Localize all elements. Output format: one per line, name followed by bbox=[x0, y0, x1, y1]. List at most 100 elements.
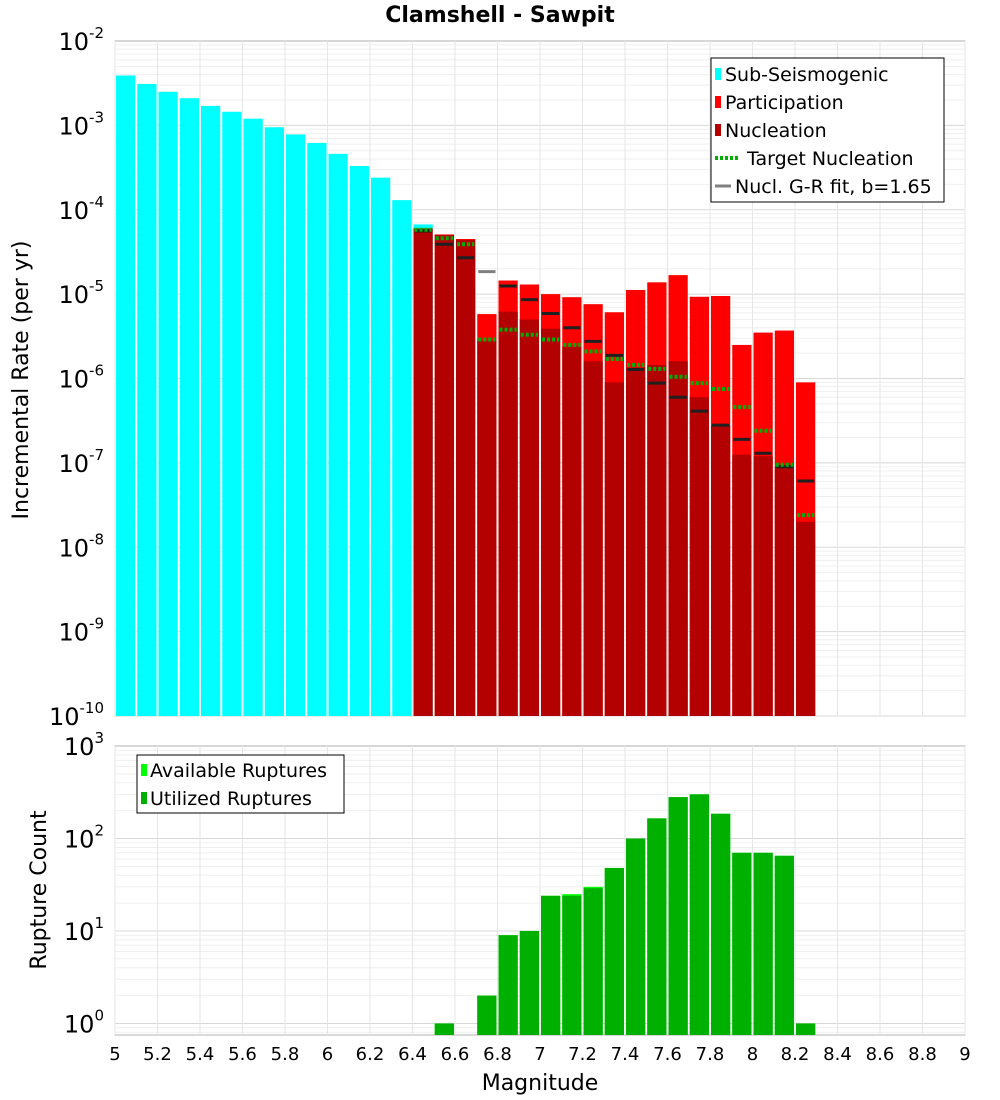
x-tick-label: 7 bbox=[534, 1044, 545, 1065]
utilized-ruptures-bar bbox=[689, 794, 709, 1035]
x-tick-label: 5.8 bbox=[271, 1044, 300, 1065]
x-tick-label: 7.4 bbox=[611, 1044, 640, 1065]
sub-seismogenic-bar bbox=[392, 200, 412, 716]
nucleation-bar bbox=[711, 425, 731, 716]
rate-legend: Sub-Seismogenic Participation Nucleation Ta… bbox=[710, 57, 945, 203]
utilized-ruptures-bar bbox=[562, 895, 582, 1035]
sub-seismogenic-bar bbox=[116, 75, 136, 717]
utilized-ruptures-bar bbox=[477, 995, 497, 1035]
x-tick-label: 8.6 bbox=[866, 1044, 895, 1065]
x-tick-label: 8.2 bbox=[781, 1044, 810, 1065]
rate-bars bbox=[116, 75, 816, 717]
sub-seismogenic-bar bbox=[307, 142, 327, 716]
rate-y-tick-label: 10-2 bbox=[58, 24, 104, 56]
count-y-tick-label: 100 bbox=[64, 1006, 104, 1038]
x-tick-label: 5.4 bbox=[186, 1044, 215, 1065]
legend-label: Nucleation bbox=[725, 120, 827, 142]
utilized-ruptures-bar bbox=[604, 867, 624, 1035]
nucleation-bar bbox=[477, 340, 497, 716]
nucleation-bar bbox=[796, 521, 816, 716]
utilized-ruptures-bar bbox=[647, 818, 667, 1035]
count-bars bbox=[434, 794, 816, 1035]
sub-seismogenic-bar bbox=[179, 98, 199, 716]
x-tick-label: 5.6 bbox=[228, 1044, 257, 1065]
x-tick-label: 5 bbox=[109, 1044, 120, 1065]
count-y-label: Rupture Count bbox=[27, 810, 52, 970]
x-axis-ticks: 5 5.2 5.4 5.6 5.8 6 6.2 6.4 6.6 6.8 7 7.2 7.4 7.6 7.8 8… bbox=[109, 1044, 970, 1065]
legend-swatch bbox=[715, 68, 721, 80]
utilized-ruptures-bar bbox=[498, 935, 518, 1035]
nucleation-bar bbox=[541, 328, 561, 716]
nucleation-bar bbox=[774, 466, 794, 716]
legend-swatch bbox=[715, 96, 721, 108]
utilized-ruptures-bar bbox=[626, 838, 646, 1035]
x-tick-label: 6.8 bbox=[483, 1044, 512, 1065]
sub-seismogenic-bar bbox=[158, 91, 178, 716]
rate-y-tick-label: 10-5 bbox=[58, 277, 104, 309]
sub-seismogenic-bar bbox=[328, 153, 348, 716]
nucleation-bar bbox=[498, 311, 518, 716]
count-legend-box bbox=[136, 754, 345, 814]
nucleation-bar bbox=[456, 239, 476, 716]
utilized-ruptures-bar bbox=[774, 855, 794, 1035]
count-panel: 103 102 101 100 5 5.2 5.4 5.6 5.8 6 6.2 6.4 6.6 6.8 7… bbox=[27, 729, 971, 1096]
rate-y-tick-label: 10-3 bbox=[58, 108, 104, 140]
x-tick-label: 8.4 bbox=[823, 1044, 852, 1065]
x-tick-label: 6.2 bbox=[356, 1044, 385, 1065]
x-tick-label: 5.2 bbox=[143, 1044, 172, 1065]
nucleation-bar bbox=[668, 361, 688, 716]
sub-seismogenic-bar bbox=[222, 111, 242, 716]
x-tick-label: 9 bbox=[959, 1044, 970, 1065]
rate-y-tick-label: 10-9 bbox=[58, 615, 104, 647]
rate-y-tick-label: 10-6 bbox=[58, 362, 104, 394]
sub-seismogenic-bar bbox=[286, 134, 306, 717]
legend-label: Target Nucleation bbox=[746, 148, 914, 170]
utilized-ruptures-bar bbox=[796, 1023, 816, 1035]
rate-marks bbox=[414, 227, 815, 518]
utilized-ruptures-bar bbox=[519, 930, 539, 1035]
sub-seismogenic-bar bbox=[243, 118, 263, 716]
rate-y-tick-label: 10-4 bbox=[58, 193, 104, 225]
x-tick-label: 8 bbox=[747, 1044, 758, 1065]
count-y-tick-label: 101 bbox=[64, 914, 104, 946]
utilized-ruptures-bar bbox=[668, 797, 688, 1035]
legend-swatch bbox=[141, 792, 147, 804]
nucleation-bar bbox=[413, 228, 433, 716]
legend-swatch bbox=[715, 124, 721, 136]
legend-label: Utilized Ruptures bbox=[150, 788, 312, 810]
nucleation-bar bbox=[604, 382, 624, 716]
sub-seismogenic-bar bbox=[371, 177, 391, 716]
nucleation-bar bbox=[753, 456, 773, 716]
utilized-ruptures-bar bbox=[583, 888, 603, 1035]
sub-seismogenic-bar bbox=[201, 105, 221, 717]
rate-y-tick-label: 10-8 bbox=[58, 530, 104, 562]
count-y-ticks: 103 102 101 100 bbox=[64, 729, 104, 1038]
x-tick-label: 6 bbox=[322, 1044, 333, 1065]
nucleation-bar bbox=[689, 397, 709, 716]
nucleation-bar bbox=[647, 364, 667, 716]
x-tick-label: 7.2 bbox=[568, 1044, 597, 1065]
count-legend: Available Ruptures Utilized Ruptures bbox=[136, 754, 345, 814]
chart-title: Clamshell - Sawpit bbox=[385, 3, 615, 28]
x-tick-label: 6.6 bbox=[441, 1044, 470, 1065]
legend-swatch bbox=[141, 764, 147, 776]
nucleation-bar bbox=[626, 367, 646, 716]
x-tick-label: 7.8 bbox=[696, 1044, 725, 1065]
rate-legend-box bbox=[710, 57, 945, 203]
sub-seismogenic-bar bbox=[349, 166, 369, 717]
rate-y-tick-label: 10-10 bbox=[49, 699, 104, 731]
utilized-ruptures-bar bbox=[541, 895, 561, 1035]
legend-label: Participation bbox=[725, 92, 844, 114]
legend-label: Sub-Seismogenic bbox=[725, 64, 889, 86]
nucleation-bar bbox=[583, 361, 603, 716]
utilized-ruptures-bar bbox=[732, 852, 752, 1035]
rate-y-ticks: 10-2 10-3 10-4 10-5 10-6 10-7 10-8 10-9 10-10 bbox=[49, 24, 104, 731]
count-y-tick-label: 103 bbox=[64, 729, 104, 761]
x-tick-label: 8.8 bbox=[908, 1044, 937, 1065]
count-y-tick-label: 102 bbox=[64, 821, 104, 853]
rate-y-tick-label: 10-7 bbox=[58, 446, 104, 478]
legend-label: Available Ruptures bbox=[150, 760, 327, 782]
utilized-ruptures-bar bbox=[711, 813, 731, 1035]
rate-y-label: Incremental Rate (per yr) bbox=[9, 241, 34, 520]
